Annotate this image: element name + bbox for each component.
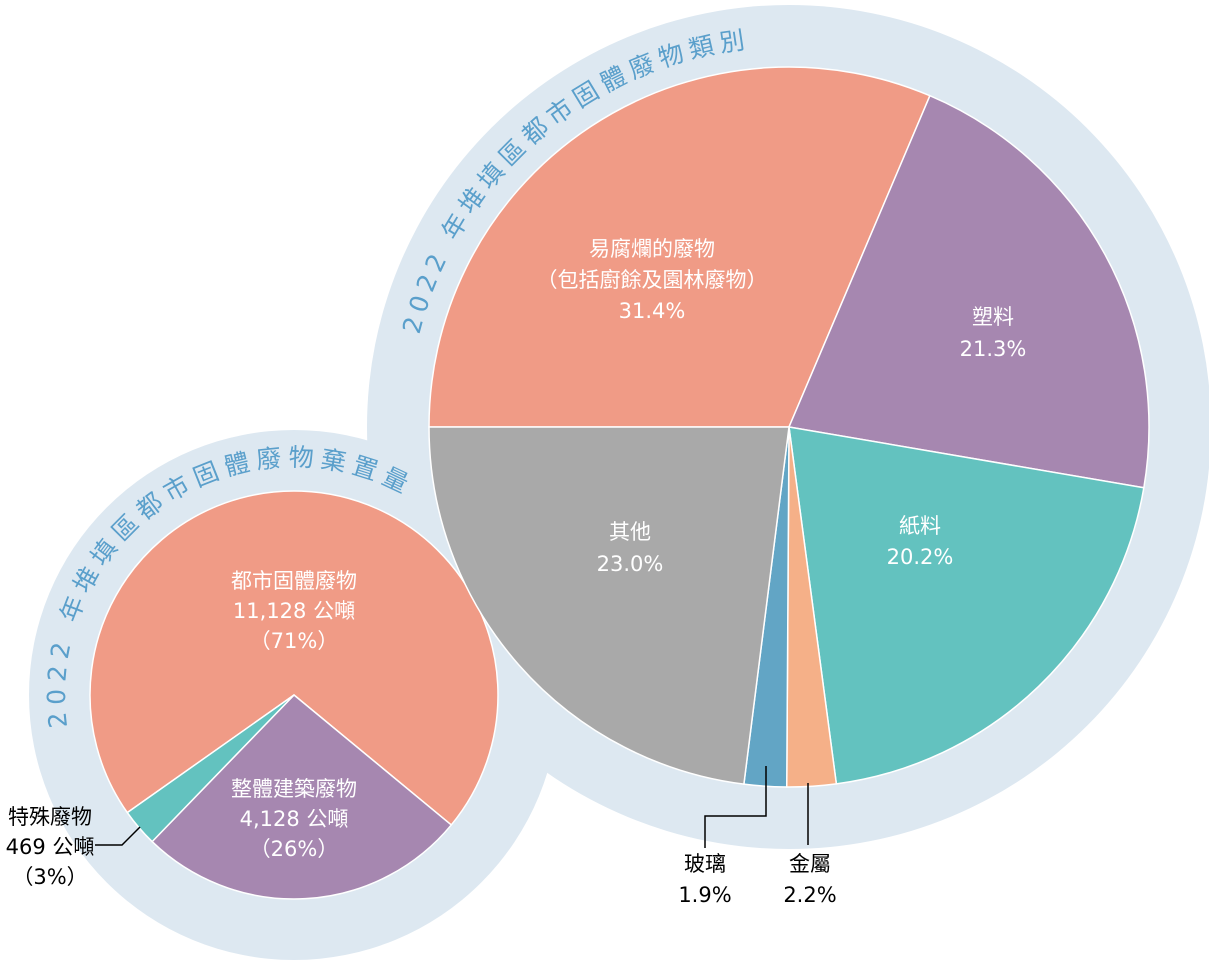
pie-slice (787, 94, 1150, 489)
leader-line (704, 766, 767, 848)
slice-label: 其他 (609, 520, 651, 544)
value-label: 11,128 公噸 (233, 599, 355, 623)
slice-label: 都市固體廢物 (231, 569, 357, 593)
value-label: 2.2% (783, 883, 836, 907)
leader-line (95, 826, 141, 846)
percent-label: （71%） (250, 629, 339, 653)
percent-label: （26%） (250, 837, 339, 861)
percent-label: （3%） (12, 865, 87, 889)
slice-label: 特殊廢物 (8, 805, 92, 829)
slice-label: 整體建築廢物 (231, 777, 357, 801)
pie-slice (788, 426, 1145, 785)
pie-slice (151, 693, 453, 900)
value-label: 4,128 公噸 (240, 807, 349, 831)
value-label: 1.9% (678, 883, 731, 907)
slice-label: 紙料 (899, 514, 941, 538)
value-label: 31.4% (619, 299, 686, 323)
value-label: 21.3% (960, 337, 1027, 361)
value-label: 469 公噸 (6, 835, 95, 859)
slice-label: 玻璃 (684, 852, 726, 876)
slice-label: 易腐爛的廢物 (589, 237, 715, 261)
value-label: 20.2% (887, 545, 954, 569)
pie-slice (428, 426, 790, 785)
pie-slice (89, 490, 499, 826)
slice-label: 金屬 (789, 852, 831, 876)
slice-label: （包括廚餘及園林廢物） (537, 268, 768, 292)
pie-slice (428, 66, 931, 428)
slice-label: 塑料 (972, 305, 1014, 329)
value-label: 23.0% (597, 552, 664, 576)
